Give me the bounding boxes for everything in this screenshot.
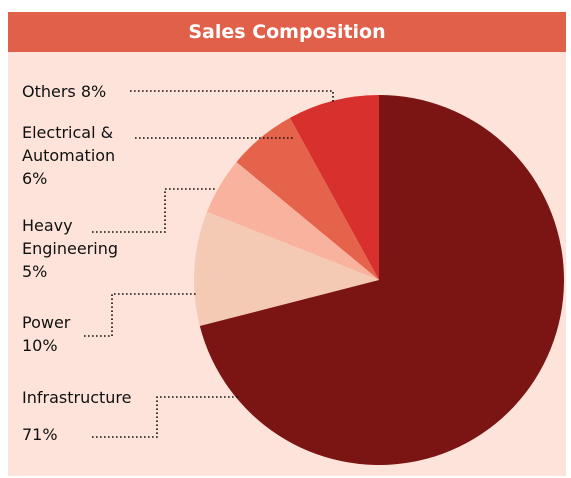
pie-slice [199, 95, 564, 466]
slice-name: Electrical & Automation [22, 123, 116, 165]
slice-value: 10% [22, 336, 58, 355]
pie-slice [289, 95, 379, 280]
slice-label: Electrical & Automation 6% [22, 121, 140, 190]
slice-name: Heavy Engineering [22, 216, 118, 258]
slice-name: Infrastructure [22, 388, 132, 407]
chart-title: Sales Composition [8, 12, 566, 52]
leaders [84, 90, 334, 438]
pie-slice [193, 211, 379, 327]
slice-value: 5% [22, 262, 48, 281]
slice-label: Heavy Engineering 5% [22, 214, 132, 283]
slice-label: Infrastructure 71% [22, 386, 162, 446]
pie-slice [206, 162, 379, 280]
slice-value: 8% [80, 82, 107, 101]
pie-slice [236, 117, 379, 280]
slice-label: Others 8% [22, 80, 222, 103]
slice-value: 71% [22, 425, 58, 444]
slice-name: Others [22, 82, 76, 101]
slice-label: Power 10% [22, 311, 112, 357]
slice-name: Power [22, 313, 71, 332]
slice-value: 6% [22, 169, 48, 188]
